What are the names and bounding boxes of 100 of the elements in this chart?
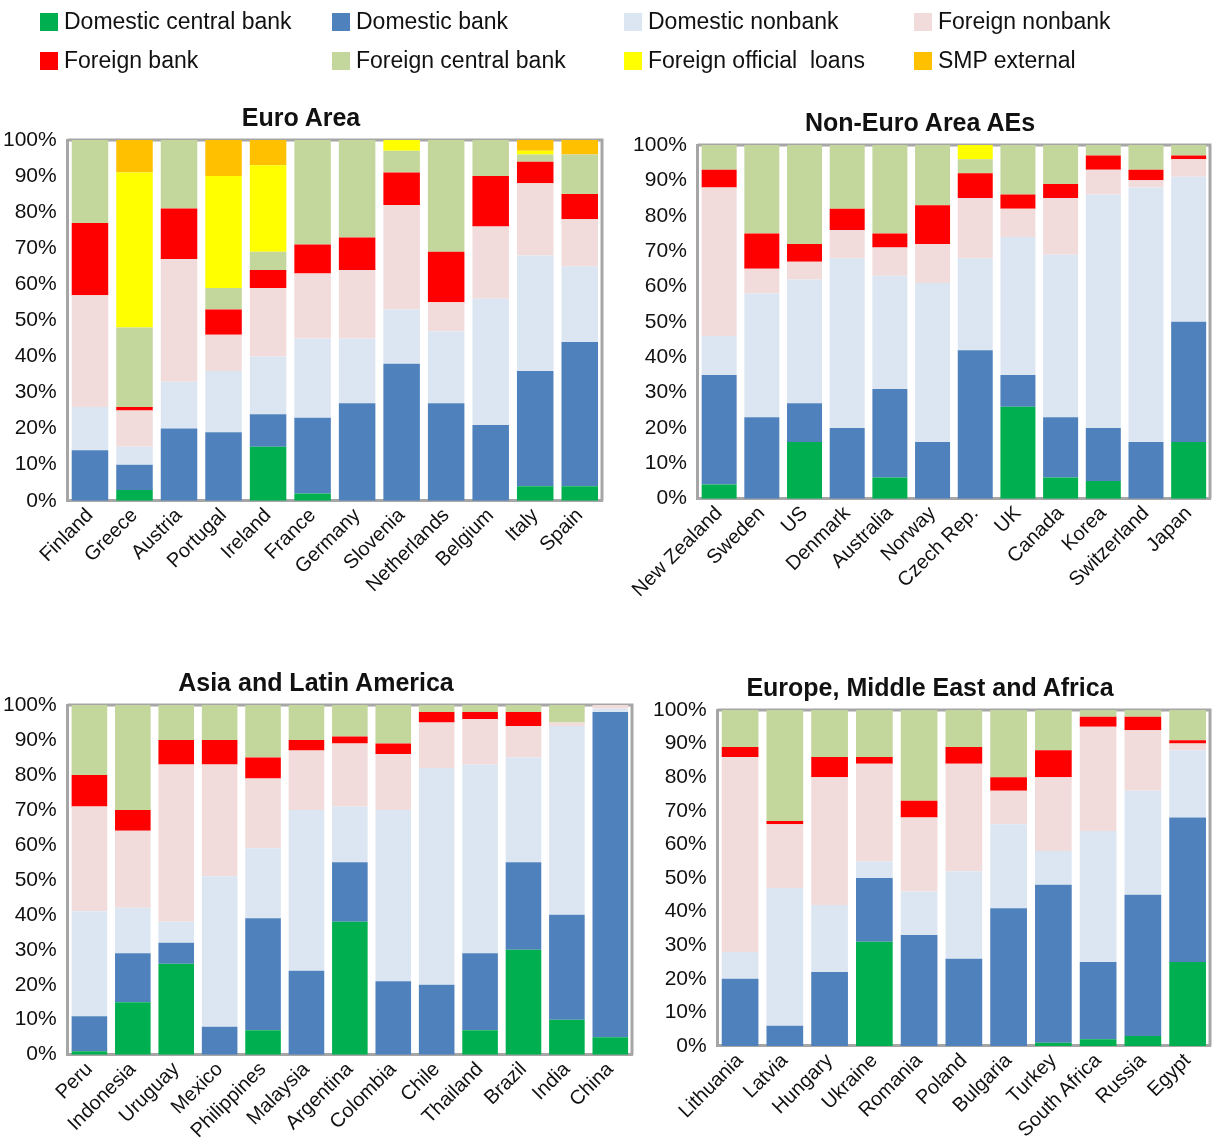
y-tick-label: 0% — [676, 1032, 707, 1056]
bar — [116, 489, 153, 501]
y-tick-label: 20% — [14, 971, 57, 995]
bar — [158, 921, 195, 943]
bar — [1124, 710, 1162, 717]
bar — [516, 486, 554, 501]
bar — [744, 233, 780, 269]
bar — [957, 258, 993, 351]
bar — [472, 425, 509, 501]
y-tick-label: 50% — [14, 866, 57, 890]
bar — [1000, 236, 1036, 375]
bar — [116, 464, 153, 490]
bar — [332, 921, 368, 1055]
bar — [915, 244, 951, 283]
bar — [744, 293, 780, 418]
bar — [829, 427, 865, 499]
bar — [811, 710, 848, 758]
bar — [383, 204, 420, 310]
bar — [516, 161, 554, 184]
y-tick-label: 70% — [644, 237, 687, 261]
bar — [1035, 884, 1072, 1043]
bar — [1000, 145, 1036, 195]
bar — [1085, 169, 1121, 195]
bar — [1169, 817, 1206, 962]
bar — [1035, 1042, 1072, 1046]
bar — [1085, 427, 1121, 482]
y-tick-label: 60% — [14, 831, 57, 855]
bar — [294, 338, 331, 418]
bar — [249, 140, 287, 166]
y-tick-label: 30% — [14, 379, 57, 403]
bar — [900, 891, 938, 936]
bar — [1085, 481, 1121, 499]
bar — [744, 145, 780, 234]
legend-label: Foreign central bank — [356, 47, 566, 74]
bar — [766, 1025, 804, 1046]
bar — [766, 710, 804, 821]
bar — [1171, 321, 1207, 443]
bar — [766, 824, 804, 889]
bar — [288, 809, 325, 971]
bar — [1043, 417, 1079, 478]
bar — [338, 403, 376, 501]
bar — [516, 370, 554, 487]
bar — [1169, 710, 1206, 741]
bar — [249, 356, 287, 415]
bar — [592, 1037, 629, 1055]
bar — [1043, 198, 1079, 255]
bar — [249, 165, 287, 252]
y-tick-label: 80% — [664, 764, 707, 787]
bar — [701, 187, 737, 336]
bar — [375, 809, 412, 982]
bar — [205, 287, 242, 310]
bar — [701, 145, 737, 170]
bar — [561, 219, 598, 267]
bar — [338, 237, 376, 270]
y-tick-label: 90% — [14, 726, 57, 750]
bar — [245, 1030, 281, 1055]
bar — [915, 145, 951, 206]
bar — [1000, 406, 1036, 499]
bar — [744, 268, 780, 294]
bar — [462, 1030, 498, 1055]
bar — [249, 446, 287, 501]
bar — [1085, 194, 1121, 428]
bar — [1171, 159, 1207, 177]
bar — [116, 410, 153, 447]
y-tick-label: 60% — [644, 273, 687, 297]
bar — [116, 140, 153, 173]
bar — [856, 861, 893, 878]
bar — [116, 172, 153, 328]
bar — [915, 442, 951, 499]
bar — [744, 417, 780, 499]
bar — [787, 403, 823, 443]
bar — [201, 764, 238, 877]
bar — [427, 331, 465, 404]
y-tick-label: 30% — [664, 931, 707, 955]
bar — [245, 918, 281, 1031]
bar — [288, 750, 325, 810]
bar — [829, 208, 865, 230]
bar — [1000, 194, 1036, 209]
bar — [721, 757, 759, 952]
bar — [245, 848, 281, 919]
y-tick-label: 0% — [656, 485, 687, 509]
bar — [294, 273, 331, 339]
bar — [418, 711, 455, 723]
bar — [294, 417, 331, 494]
bar — [427, 403, 465, 501]
y-tick-label: 10% — [14, 1006, 57, 1030]
bar — [1128, 180, 1164, 188]
y-tick-label: 30% — [644, 379, 687, 403]
bar — [383, 309, 420, 364]
bar — [1169, 740, 1206, 744]
chart-title: Non-Euro Area AEs — [804, 107, 1036, 136]
bar — [549, 725, 585, 915]
bar — [294, 140, 331, 245]
bar — [549, 914, 585, 1020]
bar — [160, 140, 198, 209]
bar — [872, 477, 908, 499]
bar — [288, 739, 325, 751]
bar — [957, 145, 993, 160]
bar — [856, 757, 893, 764]
bar — [462, 953, 498, 1031]
